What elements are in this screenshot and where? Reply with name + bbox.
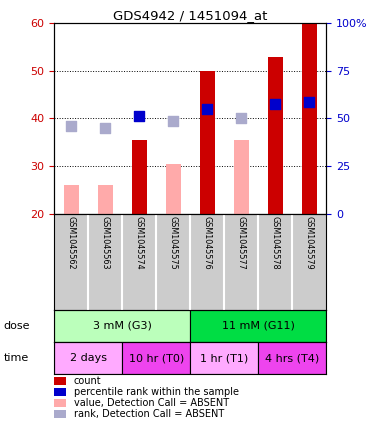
Bar (268, 57, 283, 214)
Point (170, 118, 176, 124)
Point (68, 122, 74, 129)
Text: GSM1045577: GSM1045577 (237, 217, 246, 270)
Point (136, 113, 142, 119)
Text: 3 mM (G3): 3 mM (G3) (93, 321, 152, 331)
Text: 2 days: 2 days (70, 353, 107, 363)
Text: GSM1045576: GSM1045576 (203, 217, 212, 270)
Bar (200, 71, 215, 214)
Text: GSM1045578: GSM1045578 (271, 217, 280, 270)
Text: 10 hr (T0): 10 hr (T0) (129, 353, 184, 363)
Text: GSM1045563: GSM1045563 (101, 217, 110, 270)
Bar (54, 310, 190, 342)
Point (238, 115, 244, 122)
Text: GSM1045579: GSM1045579 (305, 217, 314, 270)
Bar (258, 342, 326, 374)
Point (272, 101, 278, 107)
Text: percentile rank within the sample: percentile rank within the sample (74, 387, 239, 397)
Text: dose: dose (4, 321, 30, 331)
Title: GDS4942 / 1451094_at: GDS4942 / 1451094_at (113, 9, 267, 22)
Text: GSM1045575: GSM1045575 (169, 217, 178, 270)
Bar (122, 342, 190, 374)
Text: rank, Detection Call = ABSENT: rank, Detection Call = ABSENT (74, 409, 224, 419)
Bar (302, 23, 317, 214)
Point (204, 106, 210, 113)
Text: GSM1045574: GSM1045574 (135, 217, 144, 270)
Point (102, 125, 108, 132)
Text: time: time (4, 353, 29, 363)
Bar (166, 164, 181, 214)
Bar (190, 310, 326, 342)
Text: 11 mM (G11): 11 mM (G11) (222, 321, 295, 331)
Text: 4 hrs (T4): 4 hrs (T4) (265, 353, 320, 363)
Bar (64, 185, 79, 214)
Bar (234, 140, 249, 214)
Text: 1 hr (T1): 1 hr (T1) (200, 353, 248, 363)
Bar (54, 342, 122, 374)
Text: value, Detection Call = ABSENT: value, Detection Call = ABSENT (74, 398, 229, 408)
Bar (190, 342, 258, 374)
Text: GSM1045562: GSM1045562 (67, 217, 76, 270)
Point (306, 99, 312, 105)
Bar (132, 140, 147, 214)
Text: count: count (74, 376, 102, 386)
Bar (98, 185, 113, 214)
